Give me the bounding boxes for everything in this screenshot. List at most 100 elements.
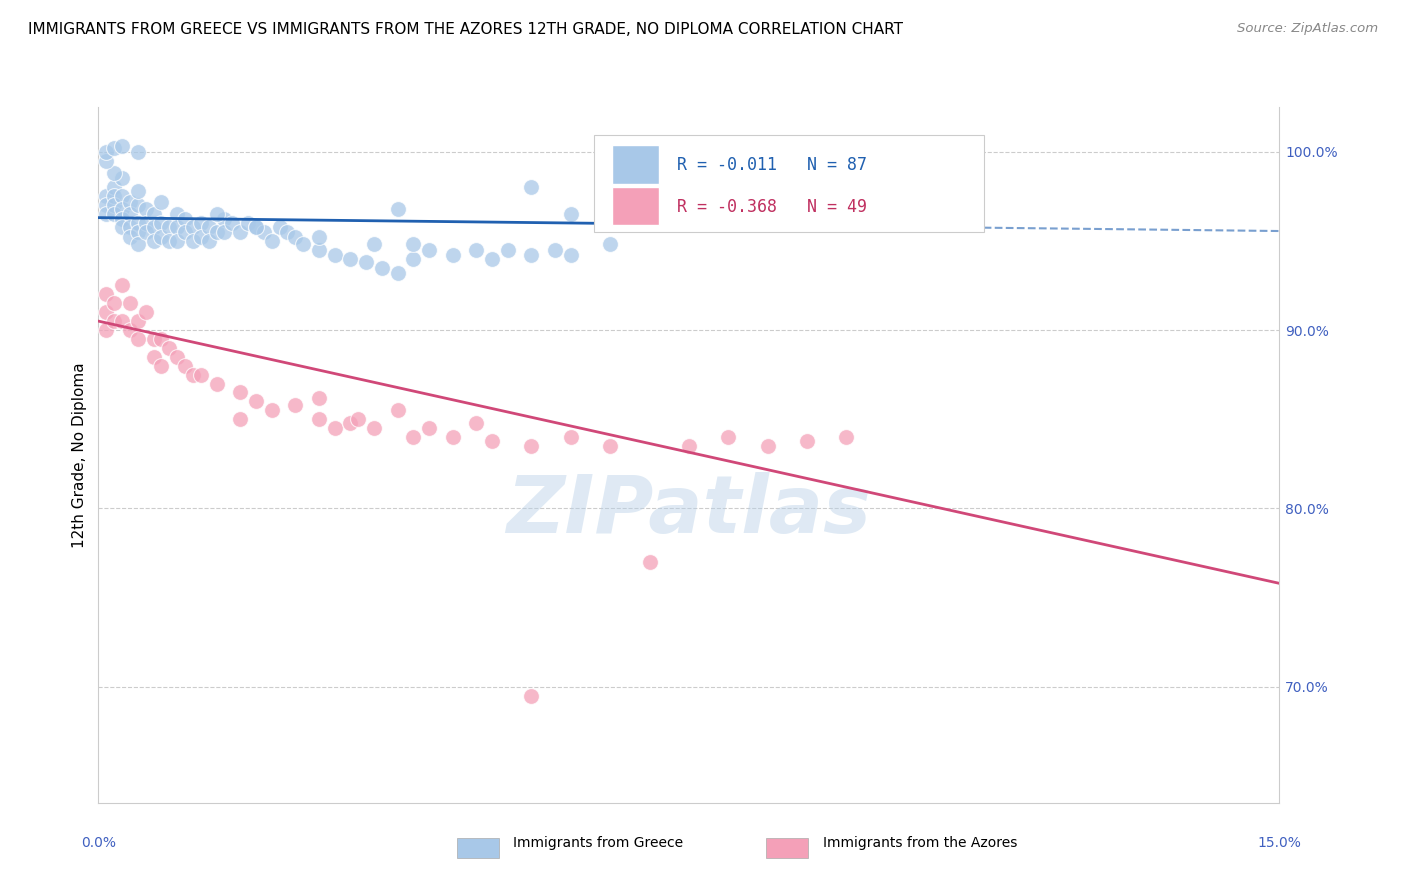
Point	[103, 141, 125, 155]
Point	[103, 296, 125, 310]
Point	[111, 139, 134, 153]
Point	[418, 243, 440, 257]
Point	[111, 219, 134, 234]
Bar	[612, 145, 659, 184]
Point	[127, 225, 149, 239]
Point	[190, 216, 212, 230]
Point	[142, 350, 165, 364]
Text: Source: ZipAtlas.com: Source: ZipAtlas.com	[1237, 22, 1378, 36]
Bar	[612, 187, 659, 226]
Point	[323, 421, 346, 435]
Point	[402, 430, 425, 444]
Point	[354, 255, 377, 269]
Point	[363, 421, 385, 435]
Point	[103, 189, 125, 203]
Point	[308, 391, 330, 405]
Point	[118, 296, 141, 310]
Point	[214, 212, 236, 227]
Point	[245, 219, 267, 234]
Point	[229, 385, 252, 400]
Point	[142, 219, 165, 234]
Point	[127, 332, 149, 346]
Point	[150, 359, 173, 373]
Point	[118, 219, 141, 234]
Point	[260, 234, 283, 248]
Point	[111, 202, 134, 216]
Point	[118, 323, 141, 337]
Point	[796, 207, 818, 221]
Point	[157, 219, 180, 234]
Point	[181, 234, 204, 248]
Point	[214, 225, 236, 239]
Point	[560, 248, 582, 262]
Point	[560, 430, 582, 444]
Point	[717, 430, 740, 444]
Point	[127, 145, 149, 159]
Point	[339, 416, 361, 430]
FancyBboxPatch shape	[595, 135, 984, 232]
Point	[402, 237, 425, 252]
Text: ZIPatlas: ZIPatlas	[506, 472, 872, 549]
Point	[441, 430, 464, 444]
Point	[323, 248, 346, 262]
Point	[103, 180, 125, 194]
Point	[150, 230, 173, 244]
Point	[96, 198, 118, 212]
Text: Immigrants from Greece: Immigrants from Greece	[513, 836, 683, 850]
Point	[292, 237, 315, 252]
Point	[96, 153, 118, 168]
Point	[135, 225, 157, 239]
Point	[638, 555, 661, 569]
Point	[678, 439, 700, 453]
Point	[387, 266, 409, 280]
Point	[166, 219, 188, 234]
Point	[465, 416, 488, 430]
Point	[599, 439, 621, 453]
Point	[221, 216, 243, 230]
Point	[205, 225, 228, 239]
Point	[118, 207, 141, 221]
Point	[111, 189, 134, 203]
Point	[308, 412, 330, 426]
Point	[127, 184, 149, 198]
Point	[135, 202, 157, 216]
Point	[544, 243, 567, 257]
Point	[96, 207, 118, 221]
Point	[96, 287, 118, 301]
Point	[157, 234, 180, 248]
Point	[157, 341, 180, 355]
Point	[96, 305, 118, 319]
Point	[560, 207, 582, 221]
Point	[142, 332, 165, 346]
Point	[127, 237, 149, 252]
Point	[142, 234, 165, 248]
Point	[387, 403, 409, 417]
Point	[253, 225, 276, 239]
Point	[150, 194, 173, 209]
Point	[835, 430, 858, 444]
Point	[197, 219, 219, 234]
Point	[465, 243, 488, 257]
Point	[166, 234, 188, 248]
Point	[308, 230, 330, 244]
Point	[111, 171, 134, 186]
Point	[308, 243, 330, 257]
Point	[111, 278, 134, 293]
Text: 15.0%: 15.0%	[1257, 836, 1302, 850]
Point	[796, 434, 818, 448]
Y-axis label: 12th Grade, No Diploma: 12th Grade, No Diploma	[72, 362, 87, 548]
Point	[181, 219, 204, 234]
Point	[236, 216, 259, 230]
Point	[363, 237, 385, 252]
Point	[347, 412, 370, 426]
Point	[387, 202, 409, 216]
Text: R = -0.011   N = 87: R = -0.011 N = 87	[678, 156, 868, 174]
Text: 0.0%: 0.0%	[82, 836, 115, 850]
Point	[284, 230, 307, 244]
Point	[481, 252, 503, 266]
Point	[245, 394, 267, 409]
Point	[245, 219, 267, 234]
Point	[103, 207, 125, 221]
Point	[127, 314, 149, 328]
Point	[229, 225, 252, 239]
